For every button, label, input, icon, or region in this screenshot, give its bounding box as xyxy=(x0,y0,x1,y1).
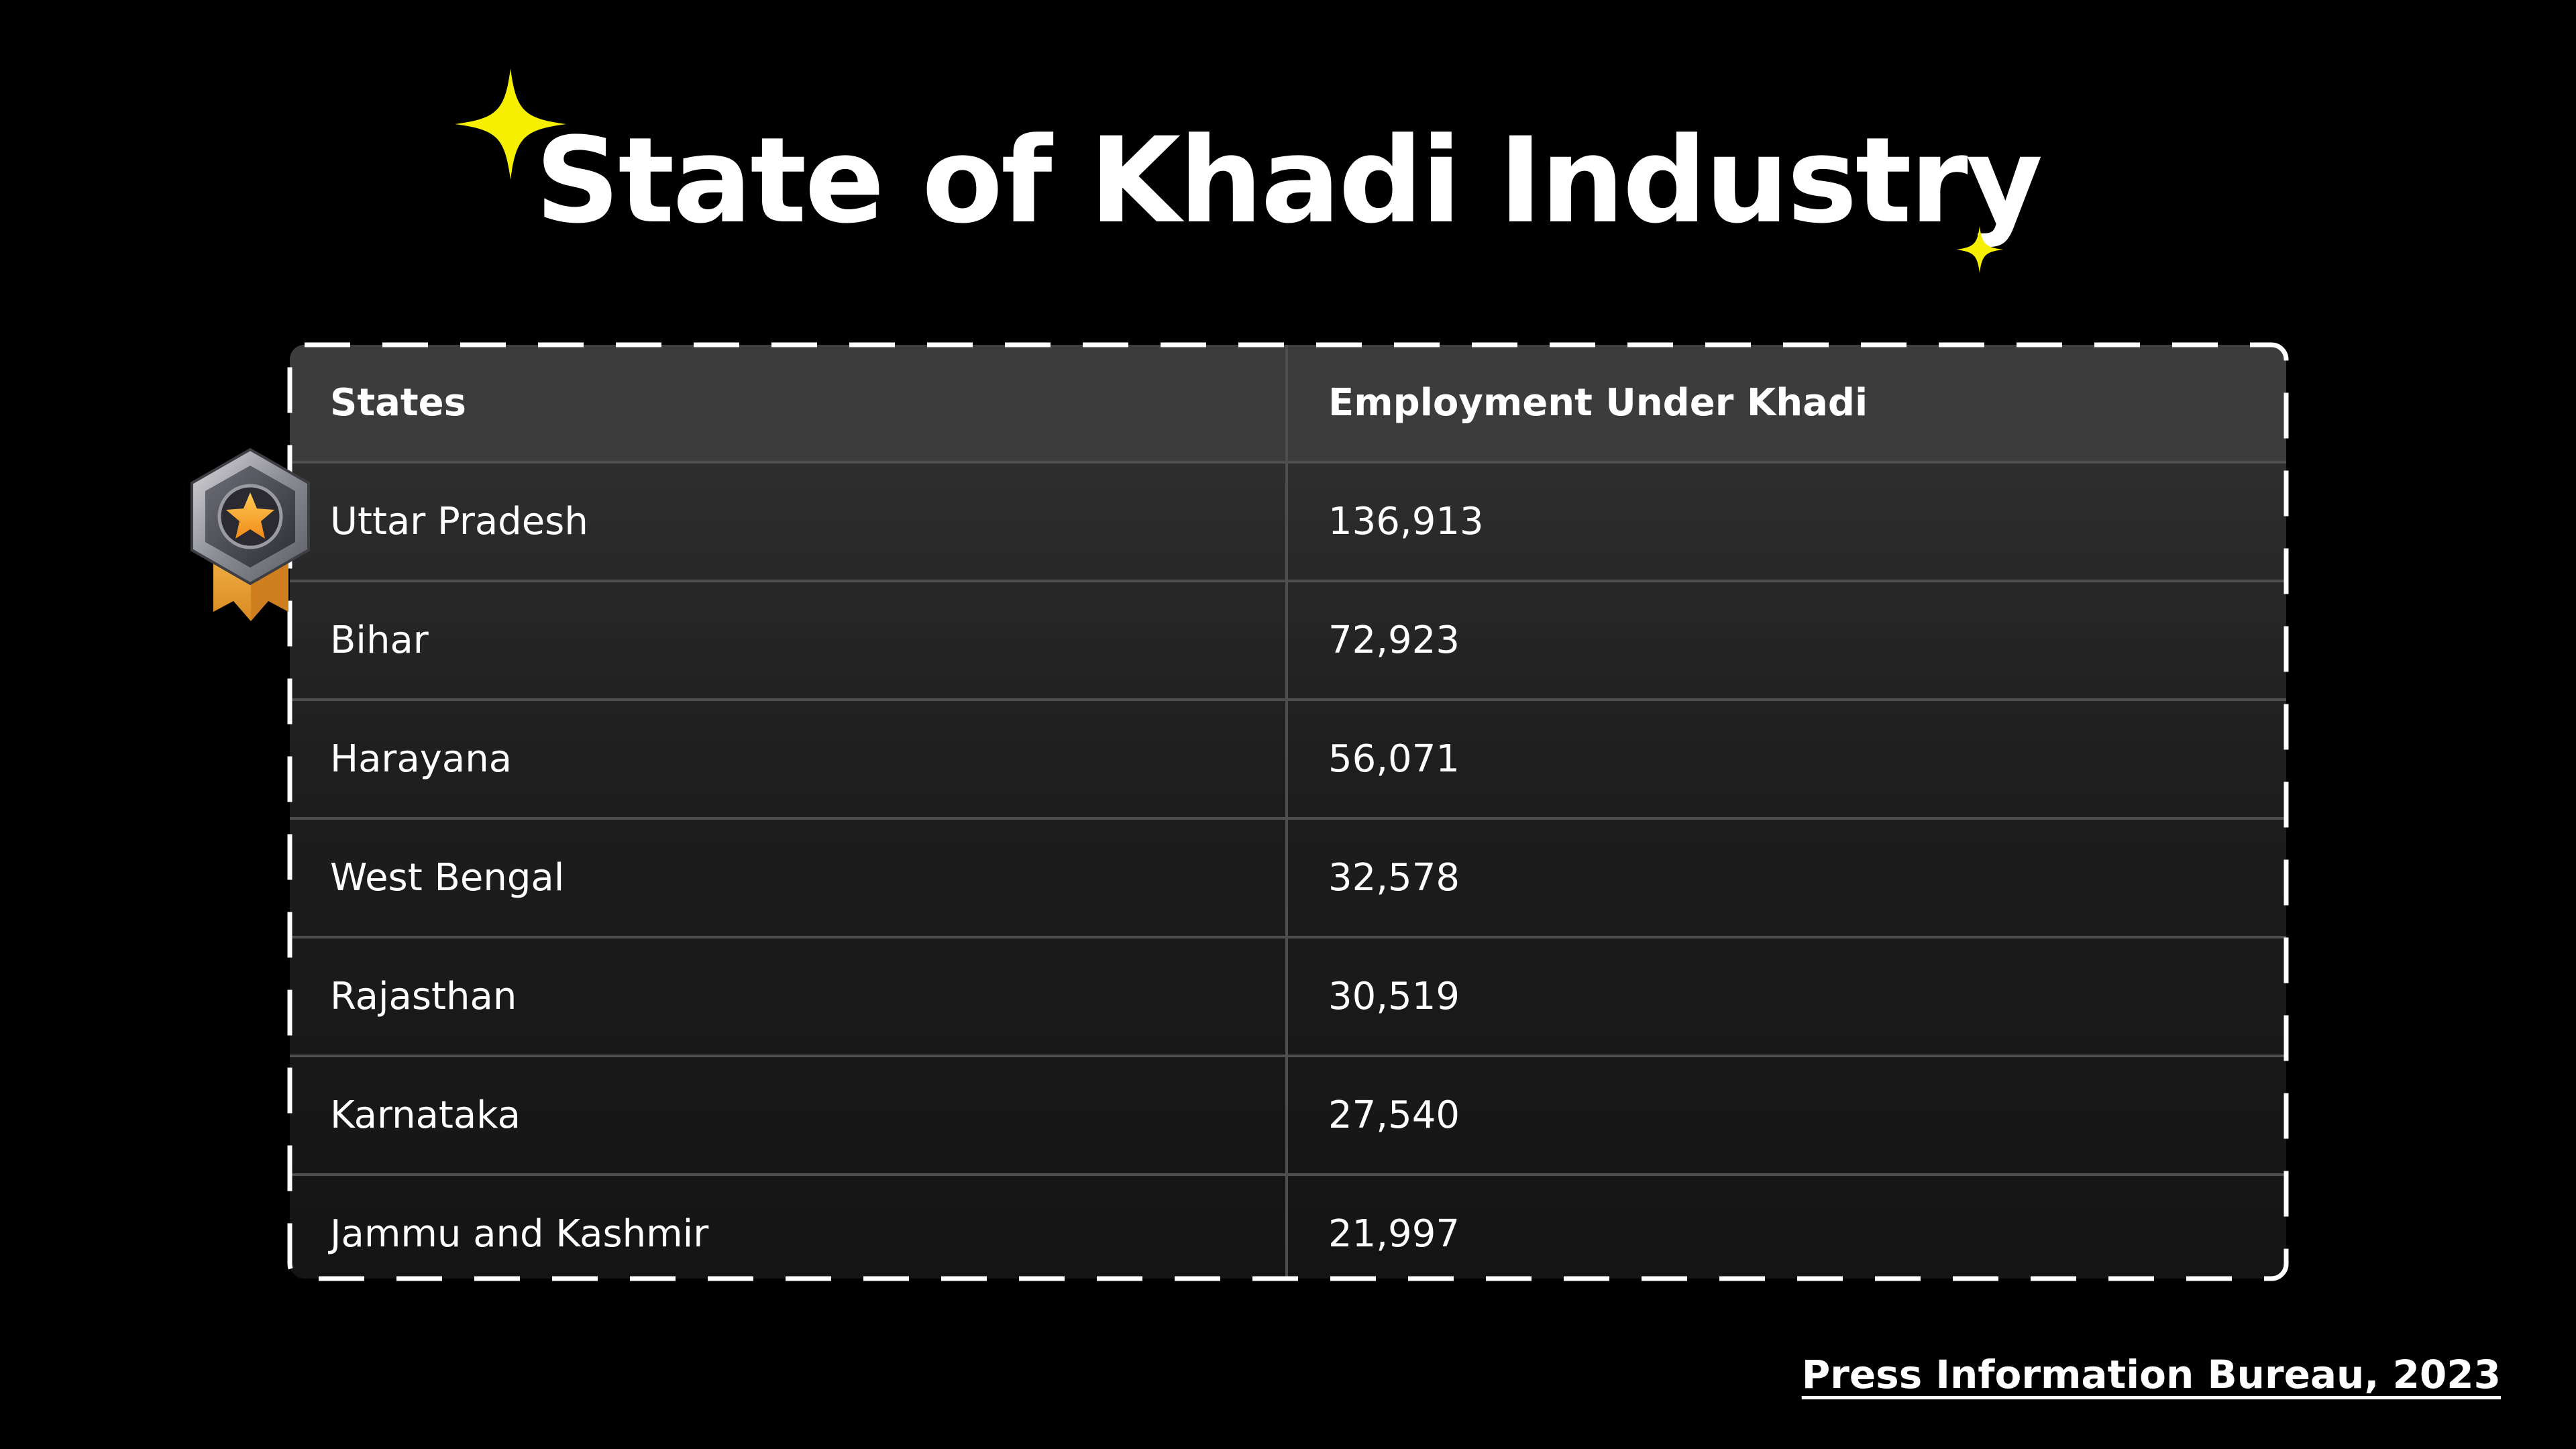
column-header-employment: Employment Under Khadi xyxy=(1287,345,2286,464)
state-cell: Bihar xyxy=(290,581,1288,701)
source-citation: Press Information Bureau, 2023 xyxy=(1801,1352,2501,1397)
table-row: Uttar Pradesh 136,913 xyxy=(290,462,2286,582)
data-table: States Employment Under Khadi Uttar Prad… xyxy=(290,345,2286,1279)
page-title: State of Khadi Industry xyxy=(535,112,2043,250)
state-cell: Uttar Pradesh xyxy=(290,462,1288,582)
table-row: Harayana 56,071 xyxy=(290,700,2286,820)
column-header-states: States xyxy=(290,345,1288,464)
employment-cell: 136,913 xyxy=(1287,462,2286,582)
sparkle-icon xyxy=(1956,226,2003,273)
employment-cell: 27,540 xyxy=(1287,1056,2286,1176)
table-row: Bihar 72,923 xyxy=(290,581,2286,701)
table-row: Rajasthan 30,519 xyxy=(290,937,2286,1057)
state-cell: Rajasthan xyxy=(290,937,1288,1057)
employment-cell: 30,519 xyxy=(1287,937,2286,1057)
data-table-container: States Employment Under Khadi Uttar Prad… xyxy=(290,345,2286,1279)
state-cell: West Bengal xyxy=(290,818,1288,938)
state-cell: Jammu and Kashmir xyxy=(290,1175,1288,1279)
title-container: State of Khadi Industry xyxy=(0,114,2576,248)
employment-cell: 56,071 xyxy=(1287,700,2286,820)
table-row: West Bengal 32,578 xyxy=(290,818,2286,938)
sparkle-icon xyxy=(455,68,566,180)
employment-cell: 32,578 xyxy=(1287,818,2286,938)
state-cell: Harayana xyxy=(290,700,1288,820)
table-row: Karnataka 27,540 xyxy=(290,1056,2286,1176)
employment-cell: 21,997 xyxy=(1328,1212,1460,1256)
employment-cell: 72,923 xyxy=(1287,581,2286,701)
table-header-row: States Employment Under Khadi xyxy=(290,345,2286,464)
medal-icon xyxy=(191,447,310,621)
table-row: Jammu and Kashmir 21,997 xyxy=(290,1175,2286,1279)
state-cell: Karnataka xyxy=(290,1056,1288,1176)
